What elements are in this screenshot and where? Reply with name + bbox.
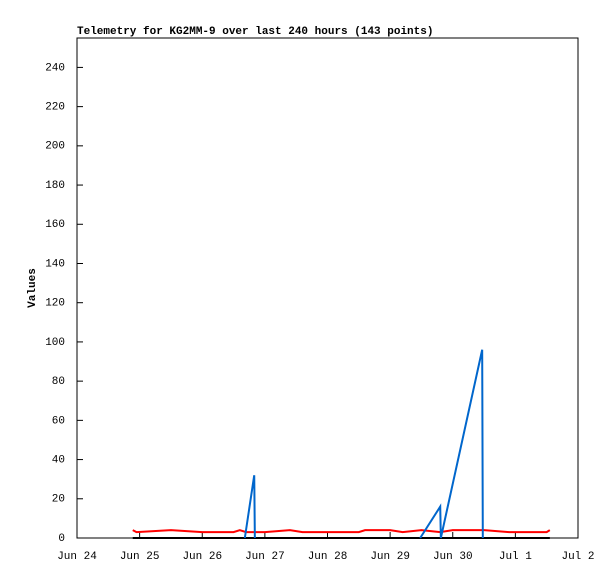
x-tick-label: Jul 1 [499, 551, 532, 563]
series-line [243, 349, 484, 539]
x-tick-label: Jun 25 [120, 551, 160, 563]
plot-frame [76, 37, 579, 539]
y-tick-label: 240 [45, 62, 65, 74]
y-tick-label: 120 [45, 298, 65, 310]
y-tick-label: 80 [52, 376, 65, 388]
x-tick-label: Jun 28 [308, 551, 348, 563]
y-tick-label: 40 [52, 454, 65, 466]
x-tick-label: Jun 29 [370, 551, 410, 563]
y-axis-label: Values [27, 268, 39, 308]
x-tick-label: Jun 26 [182, 551, 222, 563]
y-tick-label: 140 [45, 258, 65, 270]
y-tick-label: 200 [45, 141, 65, 153]
y-tick-label: 0 [58, 533, 65, 545]
y-tick-label: 20 [52, 494, 65, 506]
y-tick-label: 160 [45, 219, 65, 231]
y-tick-label: 220 [45, 102, 65, 114]
y-tick-label: 180 [45, 180, 65, 192]
x-tick-label: Jun 27 [245, 551, 285, 563]
x-tick-label: Jul 2 [561, 551, 594, 563]
x-tick-label: Jun 30 [433, 551, 473, 563]
y-tick-label: 100 [45, 337, 65, 349]
x-tick-label: Jun 24 [57, 551, 97, 563]
chart-title: Telemetry for KG2MM-9 over last 240 hour… [77, 26, 433, 38]
y-tick-label: 60 [52, 415, 65, 427]
series-line [132, 529, 551, 534]
